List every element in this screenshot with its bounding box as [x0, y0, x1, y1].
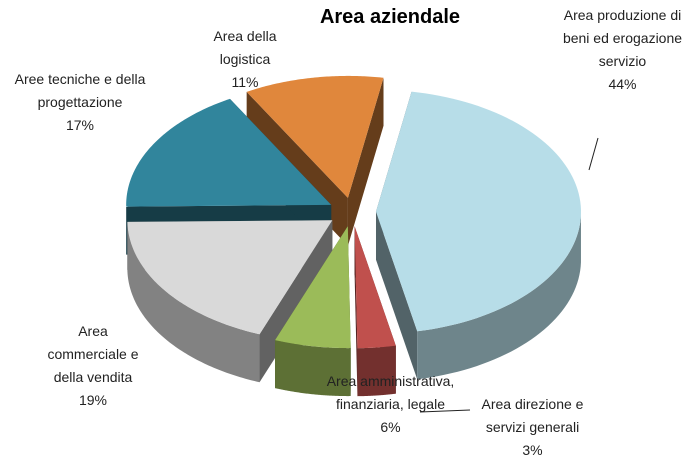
slice — [126, 98, 332, 207]
slice — [275, 226, 351, 349]
category-label: Area direzione e servizi generali — [481, 396, 584, 435]
slice-side — [127, 221, 260, 383]
value-label: 3% — [522, 442, 543, 458]
slice-side — [275, 340, 351, 397]
category-label: Area amministrativa, finanziaria, legale — [326, 373, 455, 412]
slice-label: Area della logistica 11% — [195, 25, 295, 94]
category-label: Area della logistica — [213, 28, 277, 67]
category-label: Area produzione di beni ed erogazione se… — [562, 7, 683, 69]
slice — [354, 226, 396, 349]
value-label: 17% — [65, 117, 95, 133]
pie — [126, 75, 581, 397]
slice-side — [354, 226, 358, 397]
leader-line — [419, 409, 471, 413]
slice-label: Area commerciale e della vendita 19% — [38, 320, 148, 412]
slice-side — [375, 211, 418, 380]
slice — [246, 75, 384, 198]
value-label: 6% — [380, 419, 401, 435]
slice-label: Area amministrativa, finanziaria, legale… — [318, 370, 463, 439]
leader-line — [588, 137, 599, 171]
chart-title: Area aziendale — [319, 6, 461, 28]
value-label: 44% — [608, 76, 637, 92]
slice-label: Area direzione e servizi generali 3% — [465, 393, 600, 462]
slice-label: Aree tecniche e della progettazione 17% — [5, 68, 155, 137]
value-label: 11% — [231, 74, 259, 90]
category-label: Area commerciale e della vendita — [47, 323, 139, 385]
slice-label: Area produzione di beni ed erogazione se… — [560, 4, 683, 96]
slice — [127, 220, 333, 335]
slice-side — [417, 210, 581, 380]
slice-side — [357, 345, 396, 397]
slice-side — [347, 77, 384, 246]
category-label: Aree tecniche e della progettazione — [14, 71, 146, 110]
slice — [375, 91, 581, 332]
value-label: 19% — [78, 392, 108, 408]
